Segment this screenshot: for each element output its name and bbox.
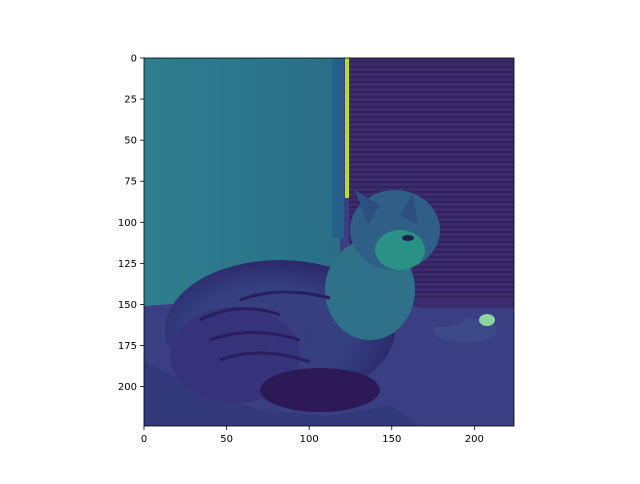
y-tick-label: 0	[131, 54, 137, 65]
x-tick-label: 200	[465, 434, 484, 445]
window-highlight	[345, 58, 349, 198]
x-tick-label: 50	[220, 434, 233, 445]
cat-ear-right	[400, 193, 418, 225]
axes-frame	[143, 57, 515, 427]
cat-ear-left	[355, 190, 380, 225]
cat-eye	[402, 235, 414, 241]
y-axis-ticks: 0 25 50 75 100 125 150 175 200	[118, 54, 144, 393]
y-tick-label: 50	[124, 136, 137, 147]
y-tick-label: 150	[118, 300, 137, 311]
window-frame	[332, 58, 344, 238]
blind-lines	[349, 61, 514, 298]
x-tick-label: 0	[141, 434, 147, 445]
y-tick-label: 125	[118, 259, 137, 270]
x-tick-label: 150	[382, 434, 401, 445]
x-tick-label: 100	[300, 434, 319, 445]
cat-fur-streaks	[199, 290, 331, 364]
y-tick-label: 200	[118, 382, 137, 393]
cat-paw-toe	[479, 314, 495, 326]
image-area	[144, 58, 514, 426]
bed-shadow	[144, 360, 420, 426]
y-tick-label: 100	[118, 218, 137, 229]
y-tick-label: 175	[118, 341, 137, 352]
y-tick-label: 75	[124, 177, 137, 188]
y-tick-label: 25	[124, 95, 137, 106]
cat-face-light	[375, 230, 425, 270]
x-axis-ticks: 0 50 100 150 200	[141, 426, 484, 445]
cat-belly-dark	[260, 368, 380, 412]
cat-paw-back	[415, 309, 465, 327]
